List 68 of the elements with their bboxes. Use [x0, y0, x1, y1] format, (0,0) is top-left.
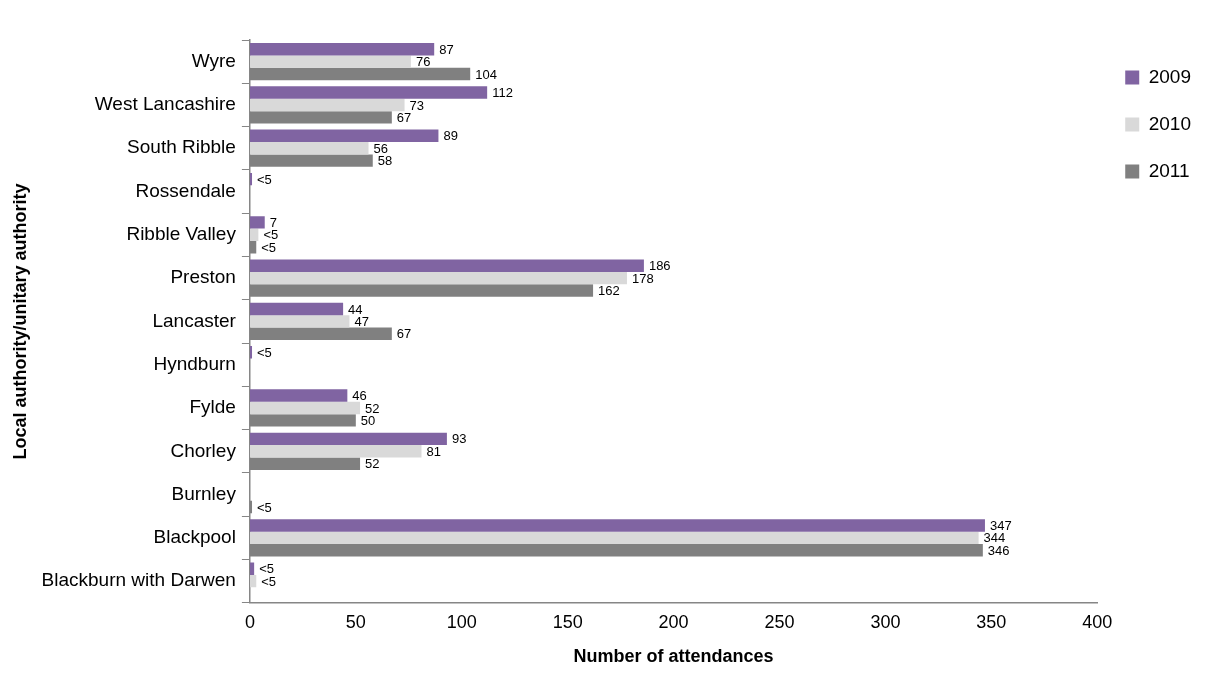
- data-label: 89: [443, 128, 458, 144]
- bar: [249, 129, 439, 143]
- legend-label: 2009: [1148, 65, 1192, 87]
- data-label: 112: [492, 85, 513, 101]
- data-label: 52: [365, 456, 380, 472]
- y-axis-title: Local authority/unitary authority: [9, 183, 30, 460]
- bar: [249, 519, 985, 532]
- y-tick-label: Blackpool: [153, 526, 236, 548]
- data-label: <5: [257, 171, 272, 187]
- bar: [249, 216, 265, 229]
- bar: [249, 55, 411, 68]
- bar: [249, 346, 253, 359]
- x-tick-label: 200: [658, 611, 689, 632]
- y-tick-label: Lancaster: [152, 309, 237, 331]
- x-tick-label: 50: [345, 611, 366, 632]
- y-tick-label: Blackburn with Darwen: [41, 569, 236, 591]
- x-tick-label: 150: [552, 611, 583, 632]
- bar: [249, 302, 344, 316]
- bar: [249, 531, 979, 545]
- bar: [249, 172, 253, 186]
- data-label: 67: [396, 326, 412, 342]
- y-tick-label: Wyre: [191, 49, 236, 71]
- bar: [249, 43, 435, 56]
- bar: [249, 98, 405, 112]
- data-label: 67: [396, 109, 412, 125]
- data-label: 46: [352, 388, 367, 404]
- x-tick-label: 0: [244, 611, 255, 632]
- y-tick-label: Chorley: [170, 439, 237, 461]
- y-tick-label: Preston: [170, 266, 236, 288]
- data-label: <5: [257, 344, 272, 360]
- y-tick-label: Burnley: [171, 482, 237, 504]
- bar: [249, 432, 447, 446]
- y-tick-label: Fylde: [189, 396, 236, 418]
- x-tick-label: 350: [976, 611, 1007, 632]
- bar: [249, 86, 488, 99]
- y-tick-label: South Ribble: [127, 136, 236, 158]
- data-label: 104: [475, 66, 497, 82]
- x-tick-label: 400: [1082, 611, 1113, 632]
- data-label: 73: [409, 97, 425, 113]
- data-label: 81: [426, 443, 441, 459]
- y-tick-label: Ribble Valley: [126, 223, 237, 245]
- bar: [249, 259, 644, 272]
- bar: [249, 228, 259, 242]
- bar: [249, 445, 422, 458]
- data-label: 58: [377, 153, 393, 169]
- y-tick-label: Hyndburn: [153, 352, 236, 374]
- y-tick-label: West Lancashire: [94, 93, 236, 115]
- bar: [249, 389, 348, 402]
- data-label: 162: [598, 283, 620, 299]
- data-label: <5: [257, 499, 272, 515]
- legend-label: 2011: [1148, 159, 1190, 181]
- x-tick-label: 100: [446, 611, 477, 632]
- bar: [249, 574, 257, 588]
- data-label: 56: [373, 140, 388, 156]
- legend-label: 2010: [1148, 112, 1192, 134]
- bar: [249, 315, 350, 328]
- bar: [249, 271, 627, 285]
- y-tick-label: Rossendale: [135, 179, 236, 201]
- data-label: 7: [269, 214, 277, 230]
- data-label: 87: [439, 41, 454, 57]
- bar: [249, 142, 369, 155]
- data-label: 93: [451, 431, 467, 447]
- bar: [249, 401, 361, 415]
- x-tick-label: 300: [870, 611, 901, 632]
- x-tick-label: 250: [764, 611, 795, 632]
- bar: [249, 562, 255, 575]
- data-label: 76: [415, 54, 431, 70]
- x-axis-title: Number of attendances: [573, 646, 774, 667]
